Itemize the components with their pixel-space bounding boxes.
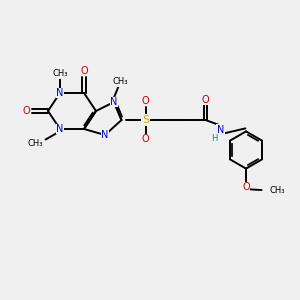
Text: CH₃: CH₃ [112,77,128,86]
Text: O: O [202,94,209,105]
Text: S: S [142,115,149,125]
Text: N: N [101,130,109,140]
Text: N: N [217,124,224,135]
Text: CH₃: CH₃ [269,185,285,194]
Text: O: O [22,106,30,116]
Text: H: H [211,134,217,142]
Text: O: O [80,66,88,76]
Text: N: N [110,97,118,107]
Text: N: N [56,88,64,98]
Text: O: O [142,95,149,106]
Text: O: O [142,134,149,145]
Text: O: O [242,182,250,192]
Text: CH₃: CH₃ [27,139,43,148]
Text: CH₃: CH₃ [52,69,68,78]
Text: N: N [56,124,64,134]
